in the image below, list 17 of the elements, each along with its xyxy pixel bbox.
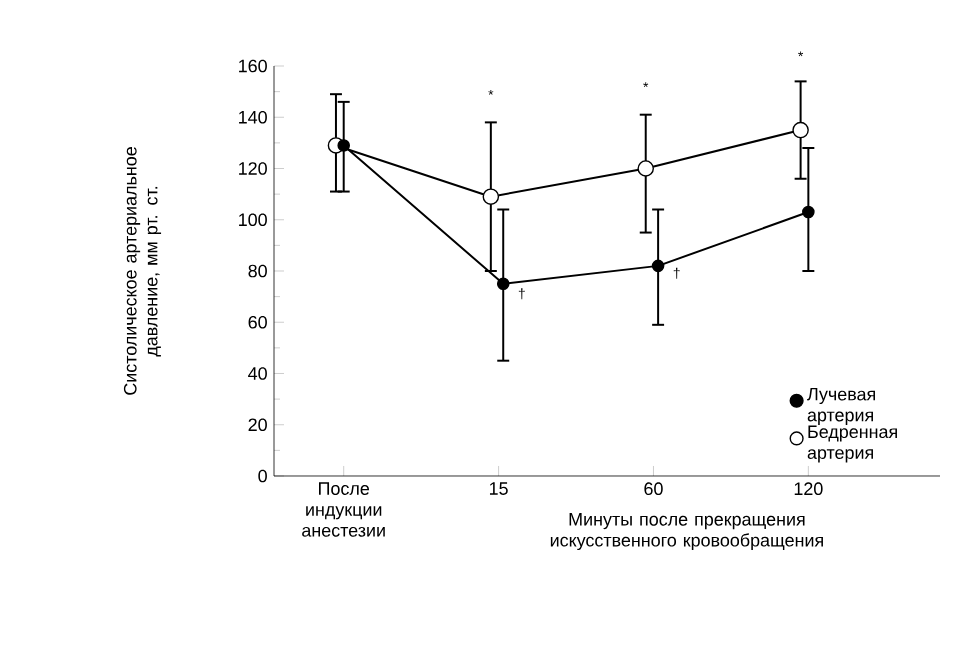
- legend-label: Лучевая артерия: [807, 387, 875, 425]
- y-tick-label: 100: [239, 213, 267, 227]
- y-tick-label: 160: [239, 59, 267, 73]
- y-tick-label: 0: [258, 469, 267, 483]
- x-tick-label: После индукции анестезии: [302, 482, 385, 537]
- x-tick-label: 15: [489, 482, 508, 495]
- x-tick-label: 60: [644, 482, 663, 496]
- y-axis-title: Систолическое артериальное давление, мм рт. ст.: [123, 147, 162, 395]
- x-axis-title: Минуты после прекращения искусственного кровообращения: [550, 513, 823, 551]
- y-tick-label: 40: [248, 367, 267, 380]
- y-tick-label: 140: [239, 110, 267, 124]
- y-tick-label: 120: [239, 162, 267, 175]
- x-tick-label: 120: [794, 482, 823, 496]
- y-tick-label: 20: [248, 418, 267, 432]
- y-tick-label: 60: [248, 315, 267, 329]
- legend-label: Бедренная артерия: [807, 425, 897, 463]
- y-tick-label: 80: [248, 264, 267, 278]
